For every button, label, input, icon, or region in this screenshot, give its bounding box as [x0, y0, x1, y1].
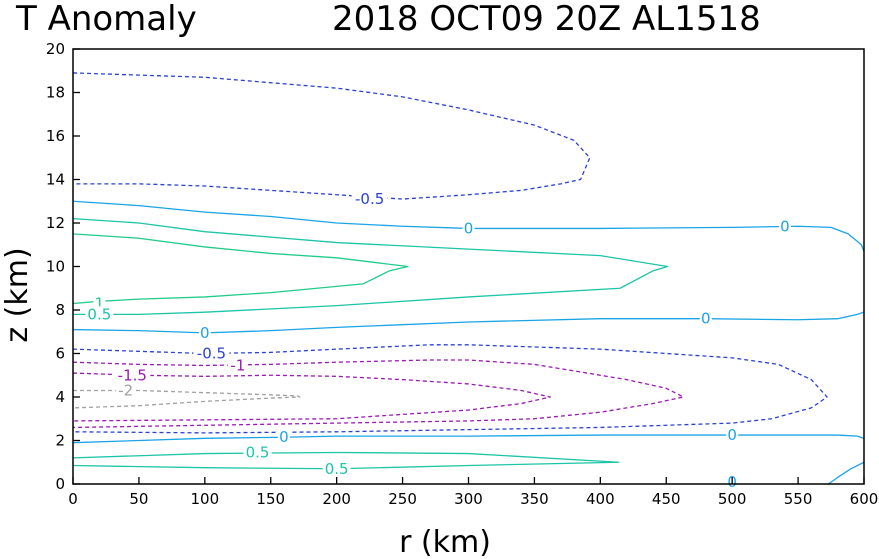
contour-label: -0.5 — [197, 345, 226, 363]
x-tick-label: 50 — [129, 490, 148, 508]
y-tick-label: 6 — [55, 345, 65, 363]
x-tick-label: 500 — [718, 490, 747, 508]
contour-line-level-0 — [72, 434, 865, 444]
contour-label: -0.5 — [355, 190, 384, 208]
contour-line-level-0p5 — [72, 451, 620, 470]
x-tick-label: 150 — [256, 490, 285, 508]
contour-label-background — [726, 427, 739, 443]
contour-line-level-0 — [72, 311, 865, 334]
x-tick-label: 350 — [520, 490, 549, 508]
contour-line-level-neg0p5 — [72, 72, 591, 200]
contour-label-background — [351, 191, 388, 207]
x-tick-label: 250 — [388, 490, 417, 508]
contour-label-background — [114, 367, 151, 383]
y-tick-label: 12 — [46, 214, 65, 232]
contour-label: 0 — [727, 426, 737, 444]
contour-label-background — [193, 345, 230, 361]
contour-label: -2 — [118, 381, 133, 399]
contour-label: 0 — [464, 219, 474, 237]
x-tick-label: 300 — [454, 490, 483, 508]
contour-line-level-neg1p5 — [72, 372, 551, 422]
contour-label-background — [277, 429, 290, 445]
x-tick-label: 550 — [784, 490, 813, 508]
y-tick-label: 0 — [55, 475, 65, 493]
contour-label-background — [462, 220, 475, 236]
chart-title-left: T Anomaly — [15, 0, 197, 39]
contour-label: 0.5 — [325, 460, 349, 478]
x-tick-label: 450 — [652, 490, 681, 508]
y-tick-label: 4 — [55, 388, 65, 406]
y-tick-label: 14 — [46, 171, 65, 189]
contour-label-background — [778, 218, 791, 234]
y-axis-label: z (km) — [0, 247, 35, 342]
contour-line-level-0p5 — [72, 218, 669, 315]
contour-label-background — [198, 324, 211, 340]
contour-label-background — [227, 357, 248, 373]
y-tick-label: 2 — [55, 432, 65, 450]
contour-line-level-1 — [72, 233, 409, 305]
y-tick-label: 18 — [46, 84, 65, 102]
y-tick-label: 20 — [46, 40, 65, 58]
contour-label-background — [699, 310, 712, 326]
x-tick-label: 0 — [68, 490, 78, 508]
x-tick-label: 400 — [586, 490, 615, 508]
contour-label: 0 — [279, 428, 289, 446]
x-tick-label: 100 — [191, 490, 220, 508]
y-axis-ticks: 0 2 4 6 8 10 12 14 16 18 20 — [46, 40, 80, 493]
contour-line-level-0 — [72, 200, 865, 252]
contour-label: 0 — [780, 217, 790, 235]
contour-line-level-neg0p5 — [72, 344, 828, 434]
y-tick-label: 10 — [46, 258, 65, 276]
contour-line-level-neg1 — [72, 359, 685, 429]
contour-label: 0.5 — [87, 305, 111, 323]
contour-label: 0 — [200, 324, 210, 342]
plot-frame — [72, 48, 865, 485]
x-axis-label: r (km) — [399, 525, 491, 559]
contour-label-background — [85, 306, 114, 322]
contour-label: -1.5 — [118, 366, 147, 384]
contour-label: 1 — [95, 294, 105, 312]
contour-lines — [72, 72, 865, 485]
x-tick-label: 200 — [322, 490, 351, 508]
y-tick-label: 16 — [46, 127, 65, 145]
contour-label-background — [243, 444, 272, 460]
y-tick-label: 8 — [55, 301, 65, 319]
contour-label-background — [322, 460, 351, 476]
contour-label: 0.5 — [246, 443, 270, 461]
chart-title-right: 2018 OCT09 20Z AL1518 — [332, 0, 761, 39]
contour-label-background — [115, 382, 136, 398]
contour-line-level-0 — [828, 461, 865, 485]
contour-label: -1 — [230, 356, 245, 374]
x-axis-ticks: 0 50 100 150 200 250 300 350 400 450 500 550 600 — [68, 477, 878, 508]
contour-line-level-neg2 — [72, 389, 301, 409]
contour-label: 0 — [701, 310, 711, 328]
x-tick-label: 600 — [850, 490, 879, 508]
